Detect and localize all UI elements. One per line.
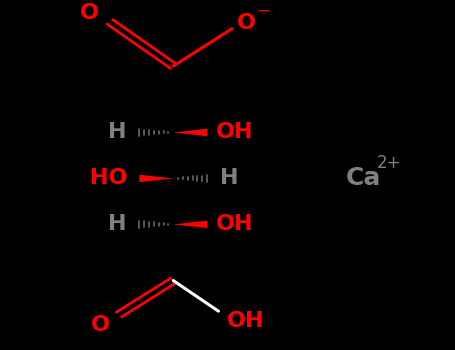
Text: O: O: [80, 4, 99, 23]
Text: H: H: [220, 168, 238, 188]
Text: O: O: [91, 315, 110, 335]
Text: O: O: [237, 13, 256, 33]
Polygon shape: [173, 129, 207, 136]
Polygon shape: [139, 175, 173, 182]
Text: 2+: 2+: [377, 154, 402, 172]
Text: OH: OH: [216, 122, 253, 142]
Text: OH: OH: [227, 312, 264, 331]
Text: OH: OH: [216, 214, 253, 234]
Text: −: −: [256, 2, 270, 20]
Text: H: H: [108, 122, 127, 142]
Polygon shape: [173, 220, 207, 228]
Text: Ca: Ca: [345, 166, 381, 190]
Text: HO: HO: [90, 168, 127, 188]
Text: H: H: [108, 214, 127, 234]
